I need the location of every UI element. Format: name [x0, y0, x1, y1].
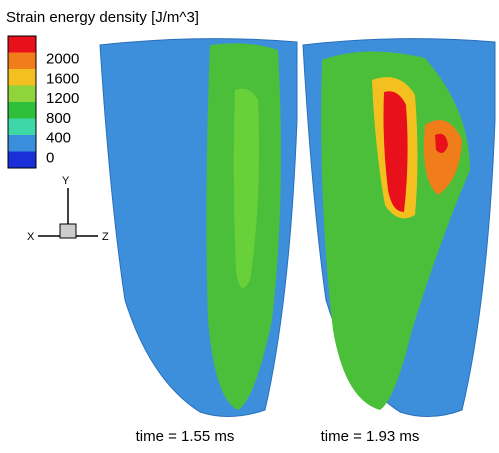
- caption: time = 1.93 ms: [321, 428, 420, 445]
- mesh-panel: [303, 39, 495, 417]
- color-band: [8, 135, 36, 152]
- axis-triad: Y X Z: [27, 175, 109, 243]
- color-band: [8, 119, 36, 136]
- axis-label: Y: [62, 175, 70, 187]
- colorbar-label: 800: [46, 110, 71, 127]
- colorbar: 2000 1600 1200 800 400 0: [8, 36, 79, 169]
- color-band: [8, 36, 36, 53]
- colorbar-label: 1600: [46, 70, 79, 87]
- caption: time = 1.55 ms: [136, 428, 235, 445]
- colorbar-label: 2000: [46, 51, 79, 68]
- color-band: [8, 69, 36, 86]
- colorbar-label: 0: [46, 150, 54, 167]
- color-band: [8, 53, 36, 70]
- mesh-panel: [100, 39, 297, 417]
- legend-title: Strain energy density [J/m^3]: [6, 9, 199, 26]
- colorbar-label: 400: [46, 130, 71, 147]
- axis-label: Z: [102, 231, 109, 243]
- color-band: [8, 152, 36, 169]
- figure: Strain energy density [J/m^3] 2000 1600 12…: [0, 0, 499, 448]
- colorbar-label: 1200: [46, 90, 79, 107]
- axis-label: X: [27, 231, 35, 243]
- color-band: [8, 86, 36, 103]
- color-band: [8, 102, 36, 119]
